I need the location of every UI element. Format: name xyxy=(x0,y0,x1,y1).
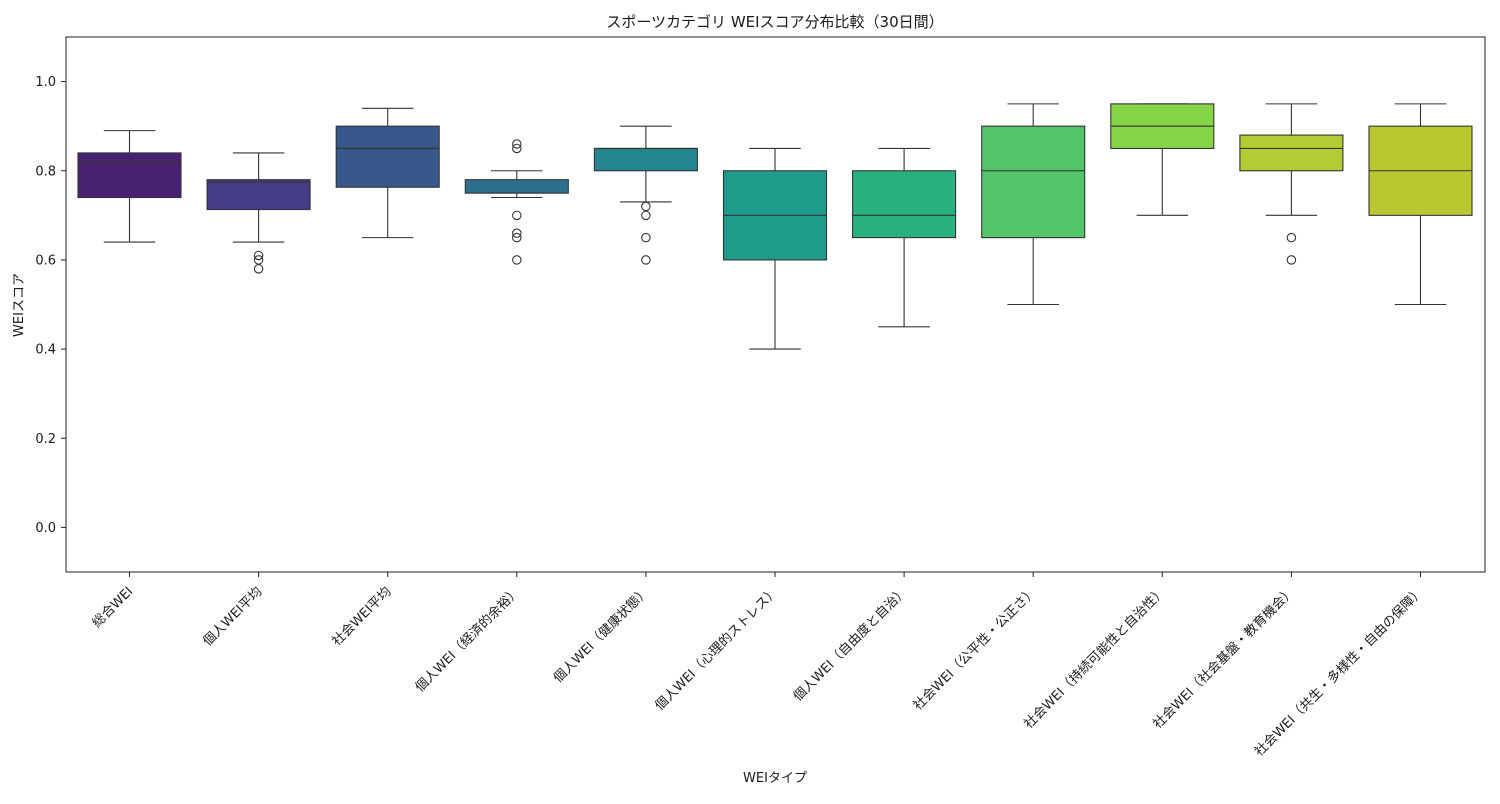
box-iqr xyxy=(1239,134,1344,172)
x-axis-label: WEIタイプ xyxy=(743,771,807,786)
outlier-point xyxy=(1286,255,1297,265)
x-tick-label: 社会WEI（社会基盤・教育機会） xyxy=(1150,584,1298,732)
outlier-point xyxy=(253,250,264,261)
outlier-point xyxy=(512,210,522,221)
box-iqr xyxy=(852,170,957,239)
outlier-point xyxy=(641,210,651,221)
y-tick-label: 0.2 xyxy=(35,432,56,447)
x-tick-label: 個人WEI平均 xyxy=(200,584,265,649)
outlier-point xyxy=(641,255,651,265)
x-tick-label: 個人WEI（健康状態） xyxy=(550,584,652,686)
box-iqr xyxy=(593,147,698,172)
outlier-point xyxy=(512,228,522,238)
outlier-point xyxy=(512,232,522,243)
y-tick-label: 0.6 xyxy=(35,253,56,268)
x-tick-label: 社会WEI平均 xyxy=(329,584,395,650)
plot-frame xyxy=(65,36,1486,573)
x-tick-label: 個人WEI（自由度と自治） xyxy=(790,584,911,705)
outlier-point xyxy=(641,201,651,212)
box-iqr xyxy=(335,125,440,188)
outlier-point xyxy=(253,255,264,265)
outlier-point xyxy=(512,139,522,149)
outlier-point xyxy=(641,232,651,243)
outlier-point xyxy=(1286,232,1297,243)
x-tick-label: 個人WEI（経済的余裕） xyxy=(412,584,524,696)
x-tick-label: 個人WEI（心理的ストレス） xyxy=(652,584,782,714)
y-axis-label: WEIスコア xyxy=(12,273,27,337)
y-tick-label: 0.0 xyxy=(35,521,56,536)
box-iqr xyxy=(981,125,1086,239)
x-tick-label: 総合WEI xyxy=(90,584,137,631)
y-tick-label: 0.4 xyxy=(35,343,56,358)
outlier-point xyxy=(512,255,522,265)
y-tick-label: 1.0 xyxy=(35,75,56,90)
box-iqr xyxy=(77,152,182,199)
y-tick-label: 0.8 xyxy=(35,164,56,179)
x-tick-label: 社会WEI（公平性・公正さ） xyxy=(910,584,1040,714)
box-iqr xyxy=(464,179,569,194)
x-tick-label: 社会WEI（持続可能性と自治性） xyxy=(1021,584,1169,732)
chart-title: スポーツカテゴリ WEIスコア分布比較（30日間） xyxy=(606,13,943,31)
outlier-point xyxy=(253,264,264,274)
outlier-point xyxy=(512,143,522,154)
box-iqr xyxy=(206,179,311,211)
